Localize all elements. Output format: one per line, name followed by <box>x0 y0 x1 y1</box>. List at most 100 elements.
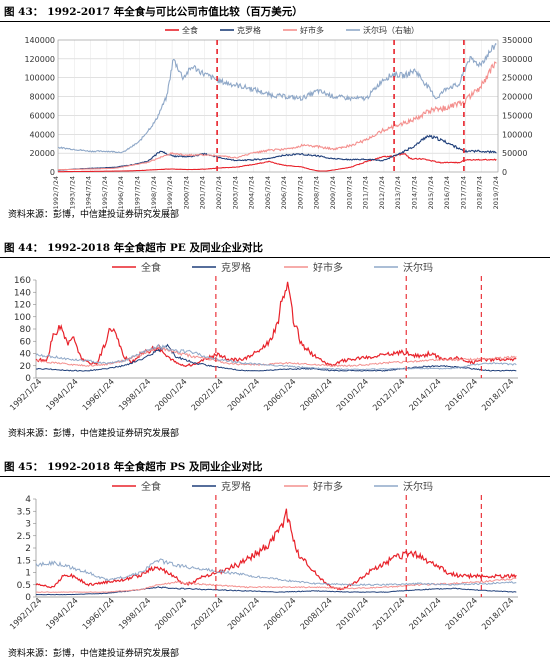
legend-label-kroger: 克罗格 <box>237 25 261 35</box>
y-tick-label: 1 <box>25 569 31 579</box>
x-tick-label: 2018/1/24 <box>480 377 515 412</box>
x-tick-label: 2015/7/24 <box>427 176 435 209</box>
x-tick-label: 2008/1/24 <box>298 377 333 412</box>
series-line-walmart <box>57 43 497 154</box>
legend-label-walmart: 沃尔玛（右轴） <box>363 25 419 35</box>
x-tick-label: 2001/7/24 <box>199 176 207 209</box>
y-tick-label: 3 <box>25 520 31 530</box>
x-tick-label: 2000/1/24 <box>153 596 188 631</box>
figure-44-title-text: 1992-2018 年全食超市 PE 及同业企业对比 <box>47 242 263 254</box>
legend-label-kroger: 克罗格 <box>221 261 251 274</box>
figure-45-rule <box>0 476 550 477</box>
y-left-tick-label: 60000 <box>30 111 55 120</box>
series-line-whole-foods <box>35 508 517 591</box>
x-tick-label: 1998/7/24 <box>150 176 158 209</box>
x-tick-label: 2014/1/24 <box>407 377 442 412</box>
y-tick-label: 4 <box>25 495 31 505</box>
figure-43-chart: 0 20000 40000 60000 80000 100000 120000 140000 0… <box>24 25 533 209</box>
x-tick-label: 2010/7/24 <box>345 176 353 209</box>
x-tick-label: 1997/7/24 <box>133 176 141 209</box>
x-tick-label: 2000/1/24 <box>153 377 188 412</box>
x-tick-label: 2012/1/24 <box>371 596 406 631</box>
x-tick-label: 2014/7/24 <box>411 176 419 209</box>
x-tick-label: 2003/7/24 <box>231 176 239 209</box>
legend-label-whole-foods: 全食 <box>141 261 161 274</box>
y-right-tick-label: 100000 <box>502 130 533 139</box>
figure-43-title: 图 43： 1992-2017 年全食与可比公司市值比较（百万美元） <box>4 4 303 19</box>
y-tick-label: 3.5 <box>17 507 31 517</box>
x-tick-label: 2014/1/24 <box>407 596 442 631</box>
x-tick-label: 2017/7/24 <box>459 176 467 209</box>
y-right-tick-label: 250000 <box>502 74 533 83</box>
x-tick-label: 1998/1/24 <box>117 377 152 412</box>
figure-44-title: 图 44： 1992-2018 年全食超市 PE 及同业企业对比 <box>4 240 263 255</box>
y-tick-label: 140 <box>14 288 31 298</box>
plot-frame <box>57 39 499 173</box>
x-tick-label: 1996/1/24 <box>81 596 116 631</box>
x-tick-label: 2010/1/24 <box>335 596 370 631</box>
legend-label-whole-foods: 全食 <box>141 480 161 493</box>
y-right-tick-label: 350000 <box>502 36 533 45</box>
figure-45-title-text: 1992-2018 年全食超市 PS 及同业企业对比 <box>47 461 263 473</box>
legend-label-costco: 好市多 <box>300 25 324 35</box>
series-line-costco <box>35 346 517 368</box>
y-left-tick-label: 0 <box>50 168 55 177</box>
x-tick-label: 1999/7/24 <box>166 176 174 209</box>
x-tick-label: 2006/1/24 <box>262 596 297 631</box>
x-tick-label: 2010/1/24 <box>335 377 370 412</box>
x-tick-label: 2018/1/24 <box>480 596 515 631</box>
x-tick-label: 2009/7/24 <box>329 176 337 209</box>
x-tick-label: 1996/7/24 <box>117 176 125 209</box>
y-tick-label: 60 <box>20 337 32 347</box>
y-tick-label: 40 <box>20 350 32 360</box>
x-tick-label: 2008/1/24 <box>298 596 333 631</box>
x-tick-label: 1998/1/24 <box>117 596 152 631</box>
series-line-costco <box>57 61 497 171</box>
legend-label-whole-foods: 全食 <box>182 25 198 35</box>
y-right-tick-label: 200000 <box>502 93 533 102</box>
y-tick-label: 0 <box>25 593 31 603</box>
x-tick-label: 2002/1/24 <box>190 596 225 631</box>
x-tick-label: 1993/7/24 <box>68 176 76 209</box>
x-tick-label: 1995/7/24 <box>101 176 109 209</box>
x-tick-label: 1994/1/24 <box>44 596 79 631</box>
x-tick-label: 2002/1/24 <box>190 377 225 412</box>
x-tick-label: 2016/7/24 <box>443 176 451 209</box>
x-tick-label: 2008/7/24 <box>313 176 321 209</box>
y-left-tick-label: 20000 <box>30 149 55 158</box>
figure-45-source: 资料来源：彭博，中信建投证券研究发展部 <box>8 649 180 659</box>
series-line-kroger <box>57 134 497 171</box>
x-tick-label: 1992/7/24 <box>52 176 60 209</box>
x-tick-label: 2016/1/24 <box>444 596 479 631</box>
x-tick-label: 2002/7/24 <box>215 176 223 209</box>
y-left-tick-label: 100000 <box>24 74 55 83</box>
x-tick-label: 2000/7/24 <box>182 176 190 209</box>
figure-44-number: 图 44： <box>4 242 44 254</box>
figure-45-number: 图 45： <box>4 461 44 473</box>
y-tick-label: 20 <box>20 362 32 372</box>
figure-43-number: 图 43： <box>4 6 44 18</box>
figure-43-source: 资料来源：彭博，中信建投证券研究发展部 <box>8 210 180 220</box>
y-left-tick-label: 140000 <box>24 36 55 45</box>
figure-43-title-text: 1992-2017 年全食与可比公司市值比较（百万美元） <box>47 6 303 18</box>
legend-label-walmart: 沃尔玛 <box>403 480 433 493</box>
x-tick-label: 2006/1/24 <box>262 377 297 412</box>
figure-44-rule <box>0 257 550 258</box>
y-tick-label: 1.5 <box>17 556 31 566</box>
y-right-tick-label: 300000 <box>502 55 533 64</box>
y-left-tick-label: 120000 <box>24 55 55 64</box>
x-tick-label: 2006/7/24 <box>280 176 288 209</box>
x-tick-label: 2004/1/24 <box>226 596 261 631</box>
y-tick-label: 0 <box>25 374 31 384</box>
figure-45-title: 图 45： 1992-2018 年全食超市 PS 及同业企业对比 <box>4 459 263 474</box>
legend-label-costco: 好市多 <box>313 480 343 493</box>
x-tick-label: 1994/7/24 <box>85 176 93 209</box>
y-left-tick-label: 40000 <box>30 130 55 139</box>
series-line-whole-foods <box>35 281 517 368</box>
y-tick-label: 2 <box>25 544 31 554</box>
x-tick-label: 1994/1/24 <box>44 377 79 412</box>
x-tick-label: 2018/7/24 <box>476 176 484 209</box>
x-tick-label: 1996/1/24 <box>81 377 116 412</box>
